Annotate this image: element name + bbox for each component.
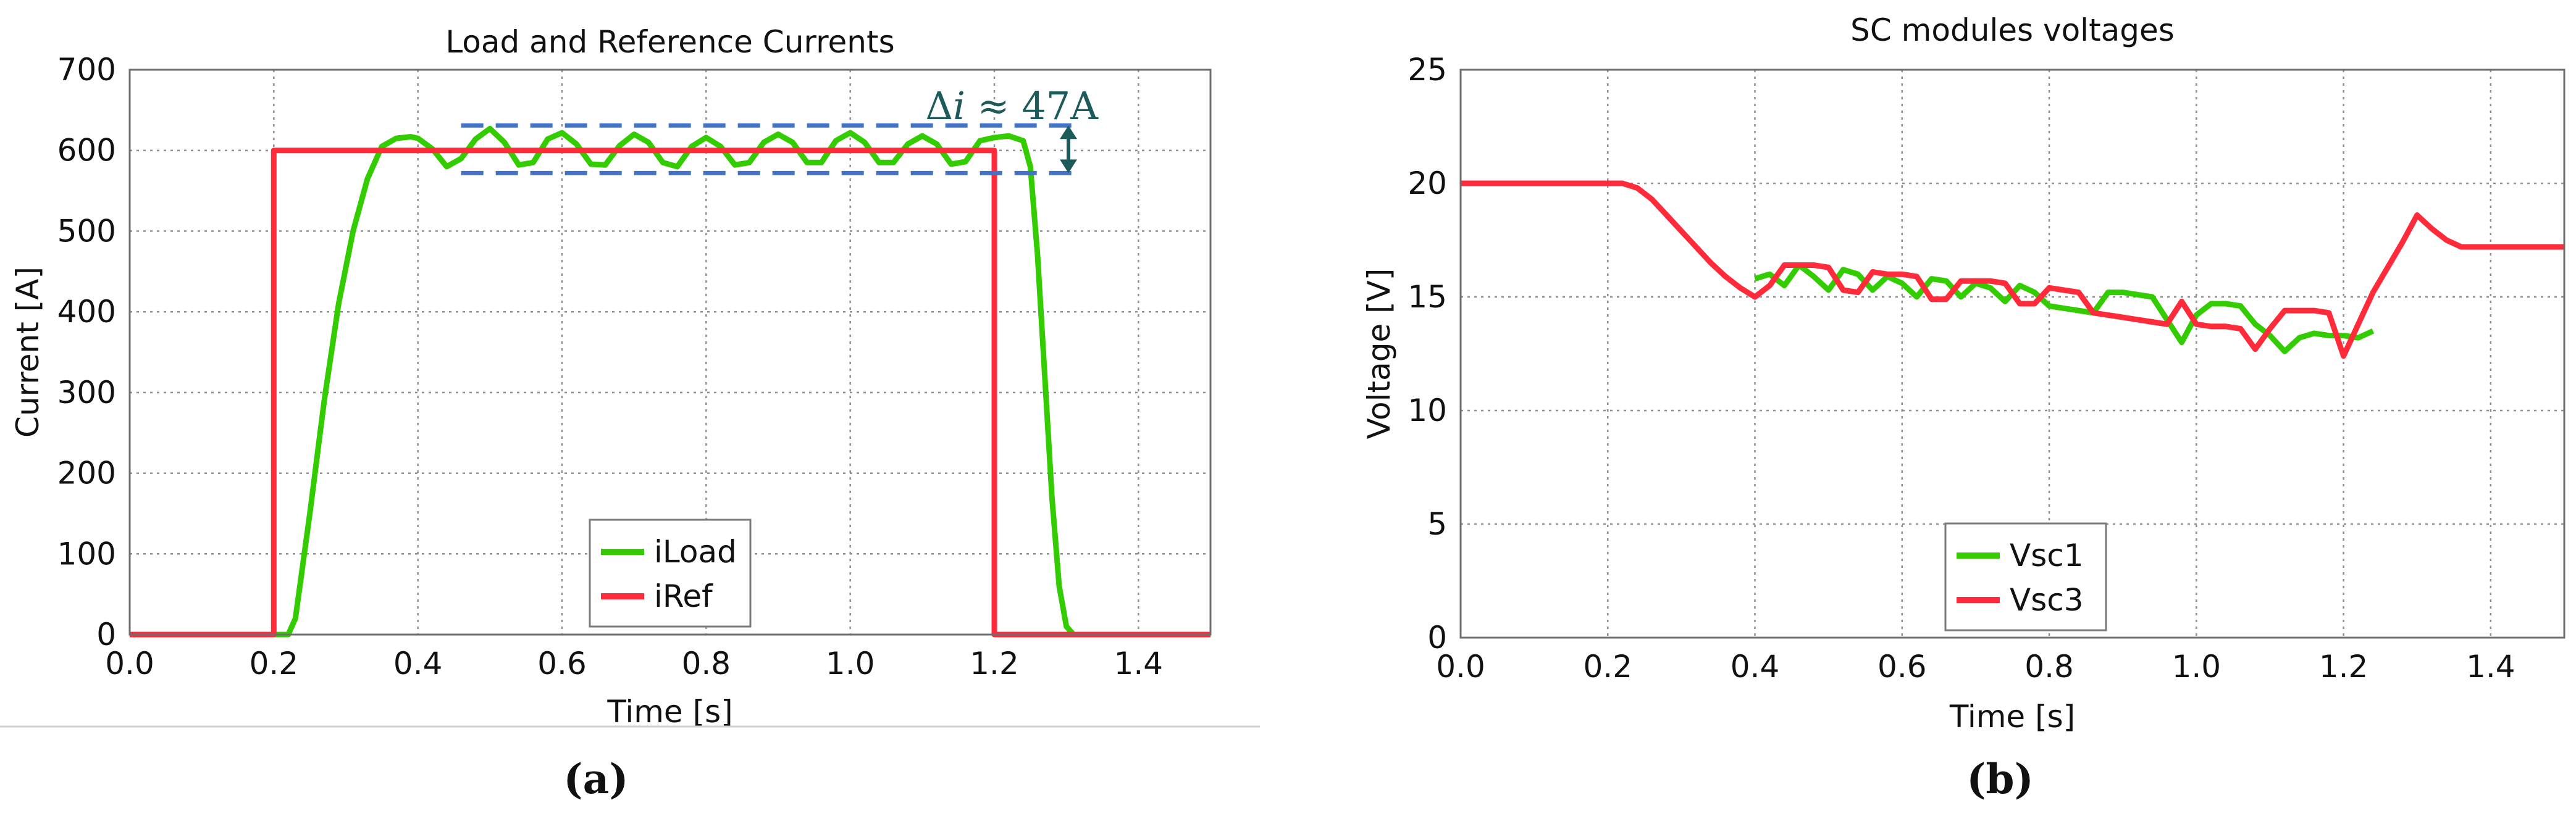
delta-symbol: Δ: [925, 83, 953, 128]
delta-variable: i: [953, 83, 965, 128]
y-tick-label: 20: [1408, 165, 1447, 201]
legend-label-iLoad: iLoad: [654, 534, 737, 570]
x-tick-label: 0.6: [1877, 649, 1927, 685]
y-tick-label: 600: [57, 133, 116, 169]
x-tick-label: 1.4: [1114, 646, 1164, 681]
y-tick-label: 10: [1408, 393, 1447, 428]
y-tick-label: 700: [57, 52, 116, 88]
panel-b-series: [1461, 180, 2564, 359]
y-tick-label: 500: [57, 213, 116, 249]
series-line-Vsc1: [1754, 262, 2375, 354]
panel-a-label: (a): [563, 755, 628, 803]
x-tick-label: 0.8: [682, 646, 731, 681]
panel-a-y-axis-label: Current [A]: [10, 267, 46, 438]
panel-b-plot-frame: [1459, 69, 2566, 639]
y-tick-label: 200: [57, 456, 116, 491]
x-tick-label: 1.0: [826, 646, 875, 681]
legend-label-Vsc1: Vsc1: [2010, 538, 2084, 573]
panel-a-chart: Δi ≈ 47A 0.0 0.2 0.4 0.6 0.8 1.0 1.2 1.4 0 100 200…: [10, 24, 1212, 803]
y-tick-label: 5: [1427, 506, 1447, 542]
y-tick-label: 400: [57, 294, 116, 330]
x-tick-label: 0.2: [1584, 649, 1633, 685]
x-tick-label: 0.0: [105, 646, 154, 681]
x-tick-label: 1.0: [2172, 649, 2221, 685]
y-tick-label: 25: [1408, 52, 1447, 88]
legend-box: [1944, 522, 2107, 631]
x-tick-label: 0.6: [537, 646, 587, 681]
panel-b-label: (b): [1966, 755, 2034, 803]
panel-b-legend: Vsc1 Vsc3: [1944, 522, 2107, 631]
panel-a-plot-frame: [128, 69, 1212, 636]
delta-arrow-head-up: [1060, 125, 1077, 140]
panel-b-title: SC modules voltages: [1850, 12, 2175, 48]
series-line-Vsc3: [1461, 180, 2564, 359]
x-tick-label: 1.2: [970, 646, 1019, 681]
x-tick-label: 1.2: [2319, 649, 2368, 685]
legend-label-iRef: iRef: [654, 578, 713, 614]
delta-arrow-head-down: [1060, 159, 1077, 173]
panel-a-legend: iLoad iRef: [589, 519, 752, 628]
panel-b-y-axis-label: Voltage [V]: [1361, 269, 1397, 440]
legend-box: [589, 519, 752, 628]
panel-b-chart: 0.0 0.2 0.4 0.6 0.8 1.0 1.2 1.4 0 5 10 15 20 25 SC mo…: [1361, 12, 2566, 803]
y-tick-label: 0: [1427, 620, 1447, 656]
panel-a-x-axis-label: Time [s]: [606, 694, 732, 730]
panel-b-x-axis-label: Time [s]: [1949, 699, 2075, 735]
y-tick-label: 100: [57, 536, 116, 572]
y-tick-label: 0: [96, 617, 116, 652]
delta-annotation-label: Δi ≈ 47A: [925, 83, 1099, 128]
legend-label-Vsc3: Vsc3: [2010, 582, 2084, 618]
x-tick-label: 0.2: [250, 646, 299, 681]
series-line-iLoad: [130, 125, 1210, 638]
y-tick-label: 300: [57, 375, 116, 410]
panel-a-title: Load and Reference Currents: [445, 24, 894, 60]
x-tick-label: 0.8: [2024, 649, 2074, 685]
panel-b-tick-labels: 0.0 0.2 0.4 0.6 0.8 1.0 1.2 1.4 0 5 10 15 20 25: [1408, 52, 2515, 685]
y-tick-label: 15: [1408, 279, 1447, 315]
x-tick-label: 1.4: [2466, 649, 2515, 685]
x-tick-label: 0.4: [1731, 649, 1780, 685]
delta-value: ≈ 47A: [965, 83, 1099, 128]
x-tick-label: 0.4: [393, 646, 443, 681]
panel-a-delta-annotation: Δi ≈ 47A: [461, 83, 1099, 175]
panel-a-tick-labels: 0.0 0.2 0.4 0.6 0.8 1.0 1.2 1.4 0 100 200 300 400 500…: [57, 52, 1164, 681]
x-tick-label: 0.0: [1436, 649, 1485, 685]
